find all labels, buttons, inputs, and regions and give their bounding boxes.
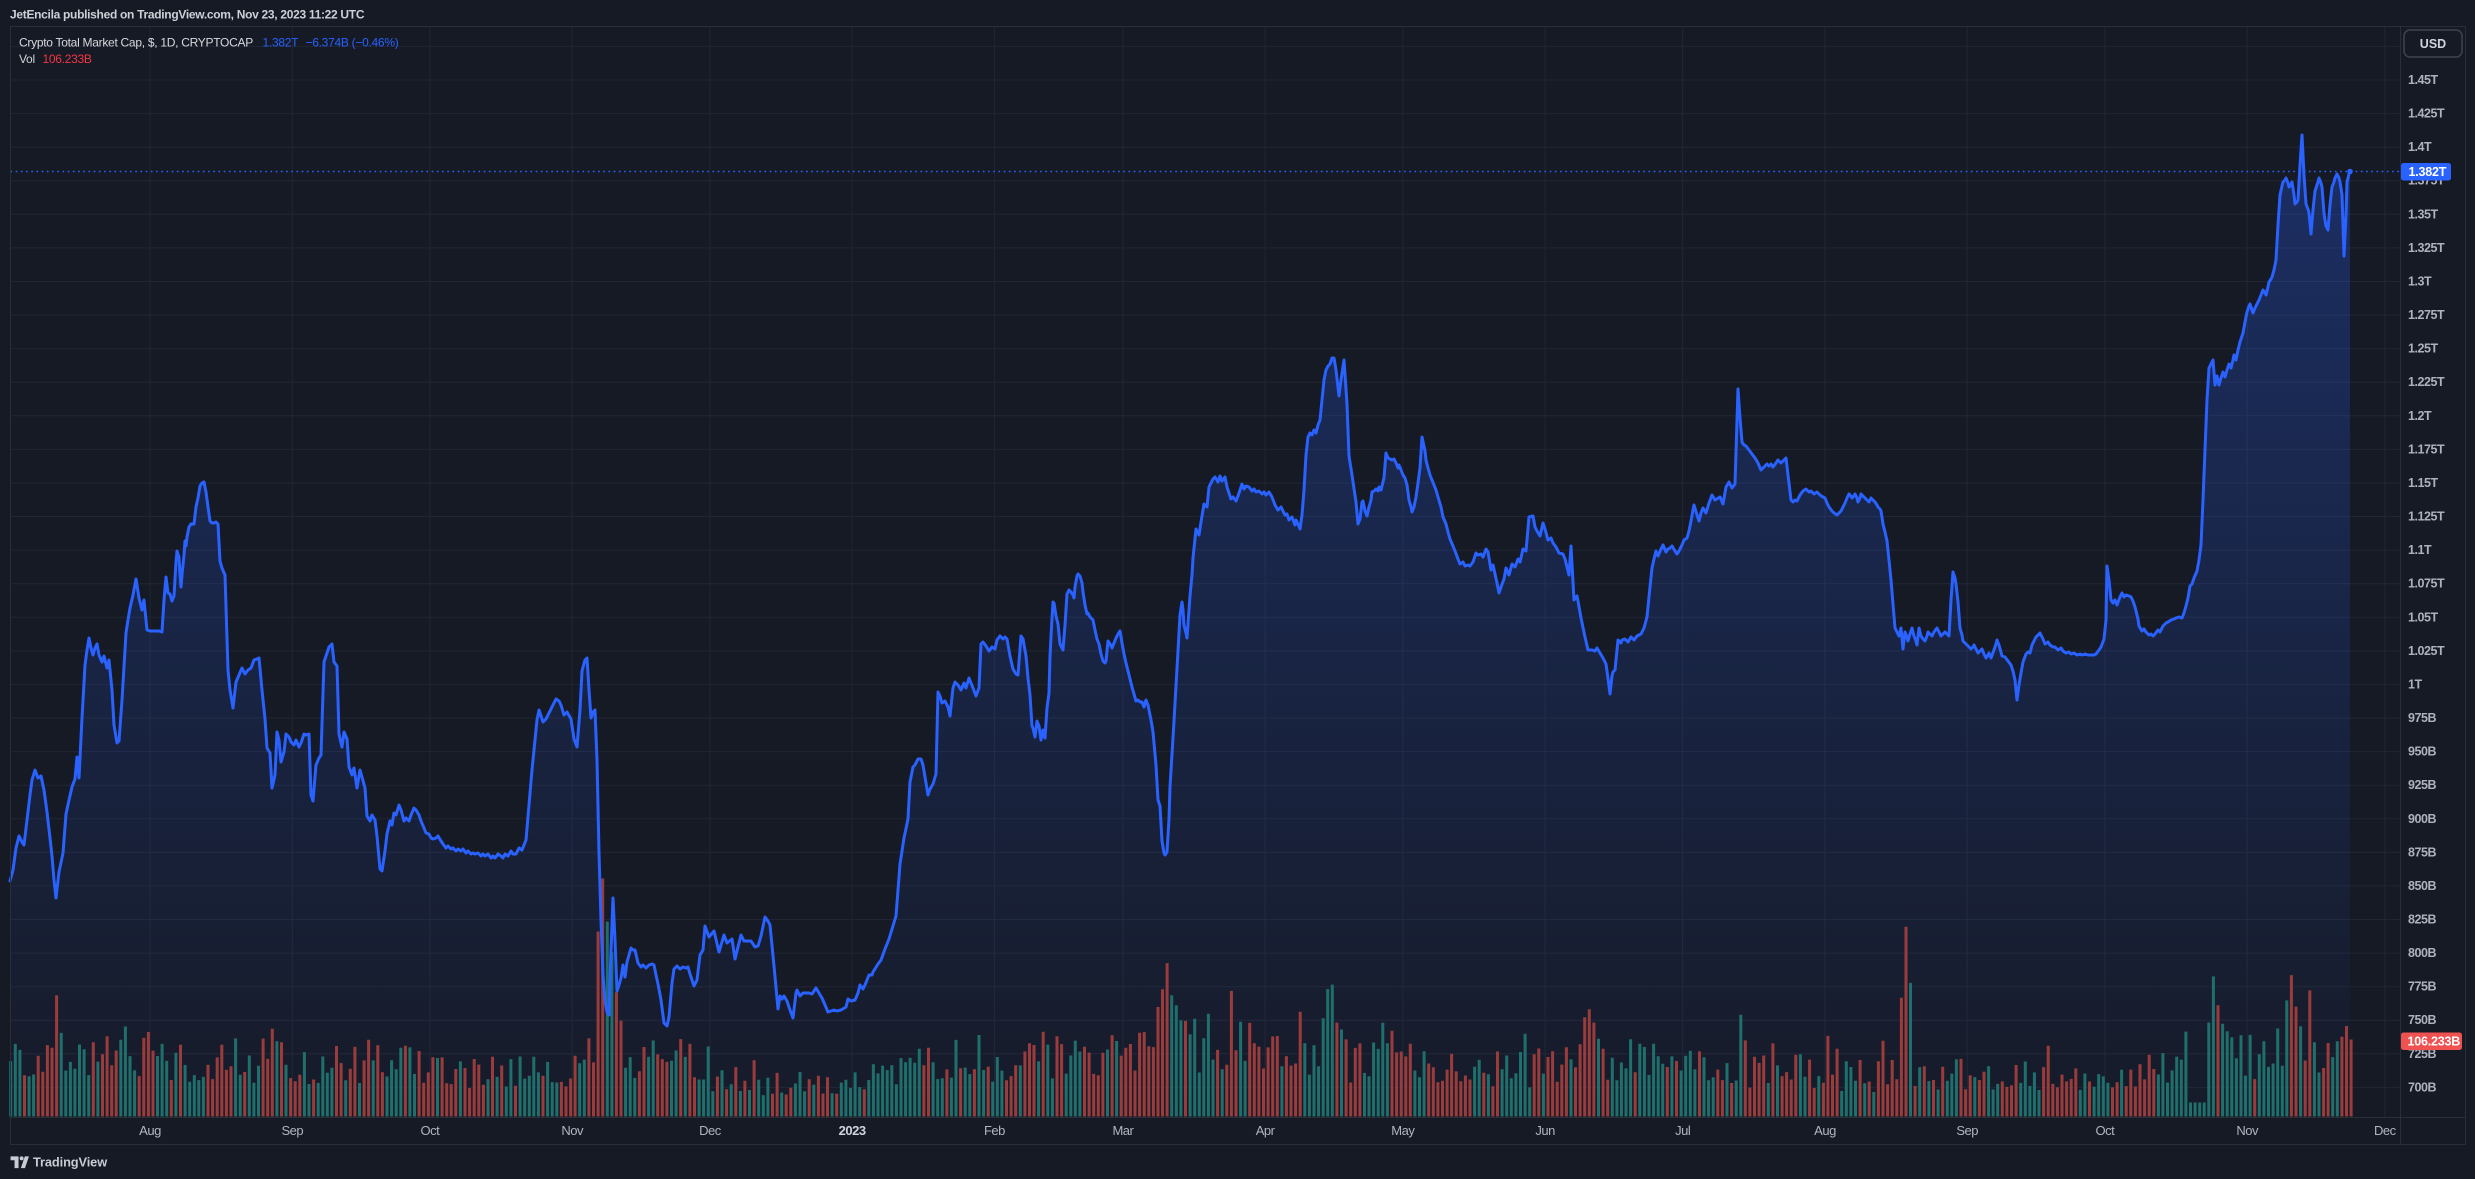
svg-text:1.25T: 1.25T [2408, 342, 2439, 356]
svg-text:1.3T: 1.3T [2408, 275, 2432, 289]
svg-text:Feb: Feb [984, 1123, 1005, 1138]
svg-text:Aug: Aug [139, 1123, 161, 1138]
svg-text:2023: 2023 [839, 1123, 866, 1138]
svg-text:Jun: Jun [1535, 1123, 1555, 1138]
svg-text:Aug: Aug [1814, 1123, 1836, 1138]
svg-text:1.175T: 1.175T [2408, 442, 2445, 456]
svg-text:−6.374B (−0.46%): −6.374B (−0.46%) [306, 35, 399, 49]
svg-text:775B: 775B [2408, 980, 2437, 994]
svg-text:Vol: Vol [19, 52, 35, 66]
svg-text:1.05T: 1.05T [2408, 610, 2439, 624]
svg-text:TradingView: TradingView [33, 1154, 107, 1169]
svg-text:900B: 900B [2408, 812, 2437, 826]
svg-text:925B: 925B [2408, 778, 2437, 792]
svg-text:1.325T: 1.325T [2408, 241, 2445, 255]
svg-text:Oct: Oct [421, 1123, 441, 1138]
svg-text:850B: 850B [2408, 879, 2437, 893]
svg-text:750B: 750B [2408, 1013, 2437, 1027]
svg-text:975B: 975B [2408, 711, 2437, 725]
svg-text:Sep: Sep [1956, 1123, 1978, 1138]
svg-text:JetEncila published on Trading: JetEncila published on TradingView.com, … [10, 8, 365, 22]
svg-text:1.275T: 1.275T [2408, 308, 2445, 322]
svg-text:Dec: Dec [699, 1123, 722, 1138]
svg-text:1.025T: 1.025T [2408, 644, 2445, 658]
svg-text:725B: 725B [2408, 1047, 2437, 1061]
svg-text:1.4T: 1.4T [2408, 140, 2432, 154]
svg-text:1.225T: 1.225T [2408, 375, 2445, 389]
svg-text:1.35T: 1.35T [2408, 207, 2439, 221]
svg-text:Dec: Dec [2374, 1123, 2397, 1138]
svg-text:106.233B: 106.233B [2408, 1035, 2461, 1049]
svg-text:1.1T: 1.1T [2408, 543, 2432, 557]
svg-text:800B: 800B [2408, 946, 2437, 960]
svg-text:1.45T: 1.45T [2408, 73, 2439, 87]
svg-text:825B: 825B [2408, 913, 2437, 927]
svg-text:Nov: Nov [2236, 1123, 2259, 1138]
svg-text:700B: 700B [2408, 1080, 2437, 1094]
svg-text:Nov: Nov [561, 1123, 584, 1138]
svg-text:Apr: Apr [1256, 1123, 1276, 1138]
svg-text:1.125T: 1.125T [2408, 510, 2445, 524]
svg-text:USD: USD [2420, 37, 2446, 51]
svg-text:875B: 875B [2408, 845, 2437, 859]
svg-text:1T: 1T [2408, 677, 2423, 691]
svg-text:1.15T: 1.15T [2408, 476, 2439, 490]
svg-text:106.233B: 106.233B [43, 52, 92, 66]
svg-text:Oct: Oct [2096, 1123, 2116, 1138]
svg-text:1.075T: 1.075T [2408, 577, 2445, 591]
svg-text:950B: 950B [2408, 745, 2437, 759]
svg-text:Crypto Total Market Cap, $, 1D: Crypto Total Market Cap, $, 1D, CRYPTOCA… [19, 35, 253, 49]
svg-text:May: May [1391, 1123, 1415, 1138]
svg-text:Mar: Mar [1112, 1123, 1134, 1138]
svg-text:1.382T: 1.382T [2409, 165, 2447, 179]
svg-text:1.2T: 1.2T [2408, 409, 2432, 423]
svg-text:Jul: Jul [1675, 1123, 1691, 1138]
svg-text:1.382T: 1.382T [263, 35, 300, 49]
svg-text:Sep: Sep [281, 1123, 303, 1138]
svg-text:1.425T: 1.425T [2408, 107, 2445, 121]
